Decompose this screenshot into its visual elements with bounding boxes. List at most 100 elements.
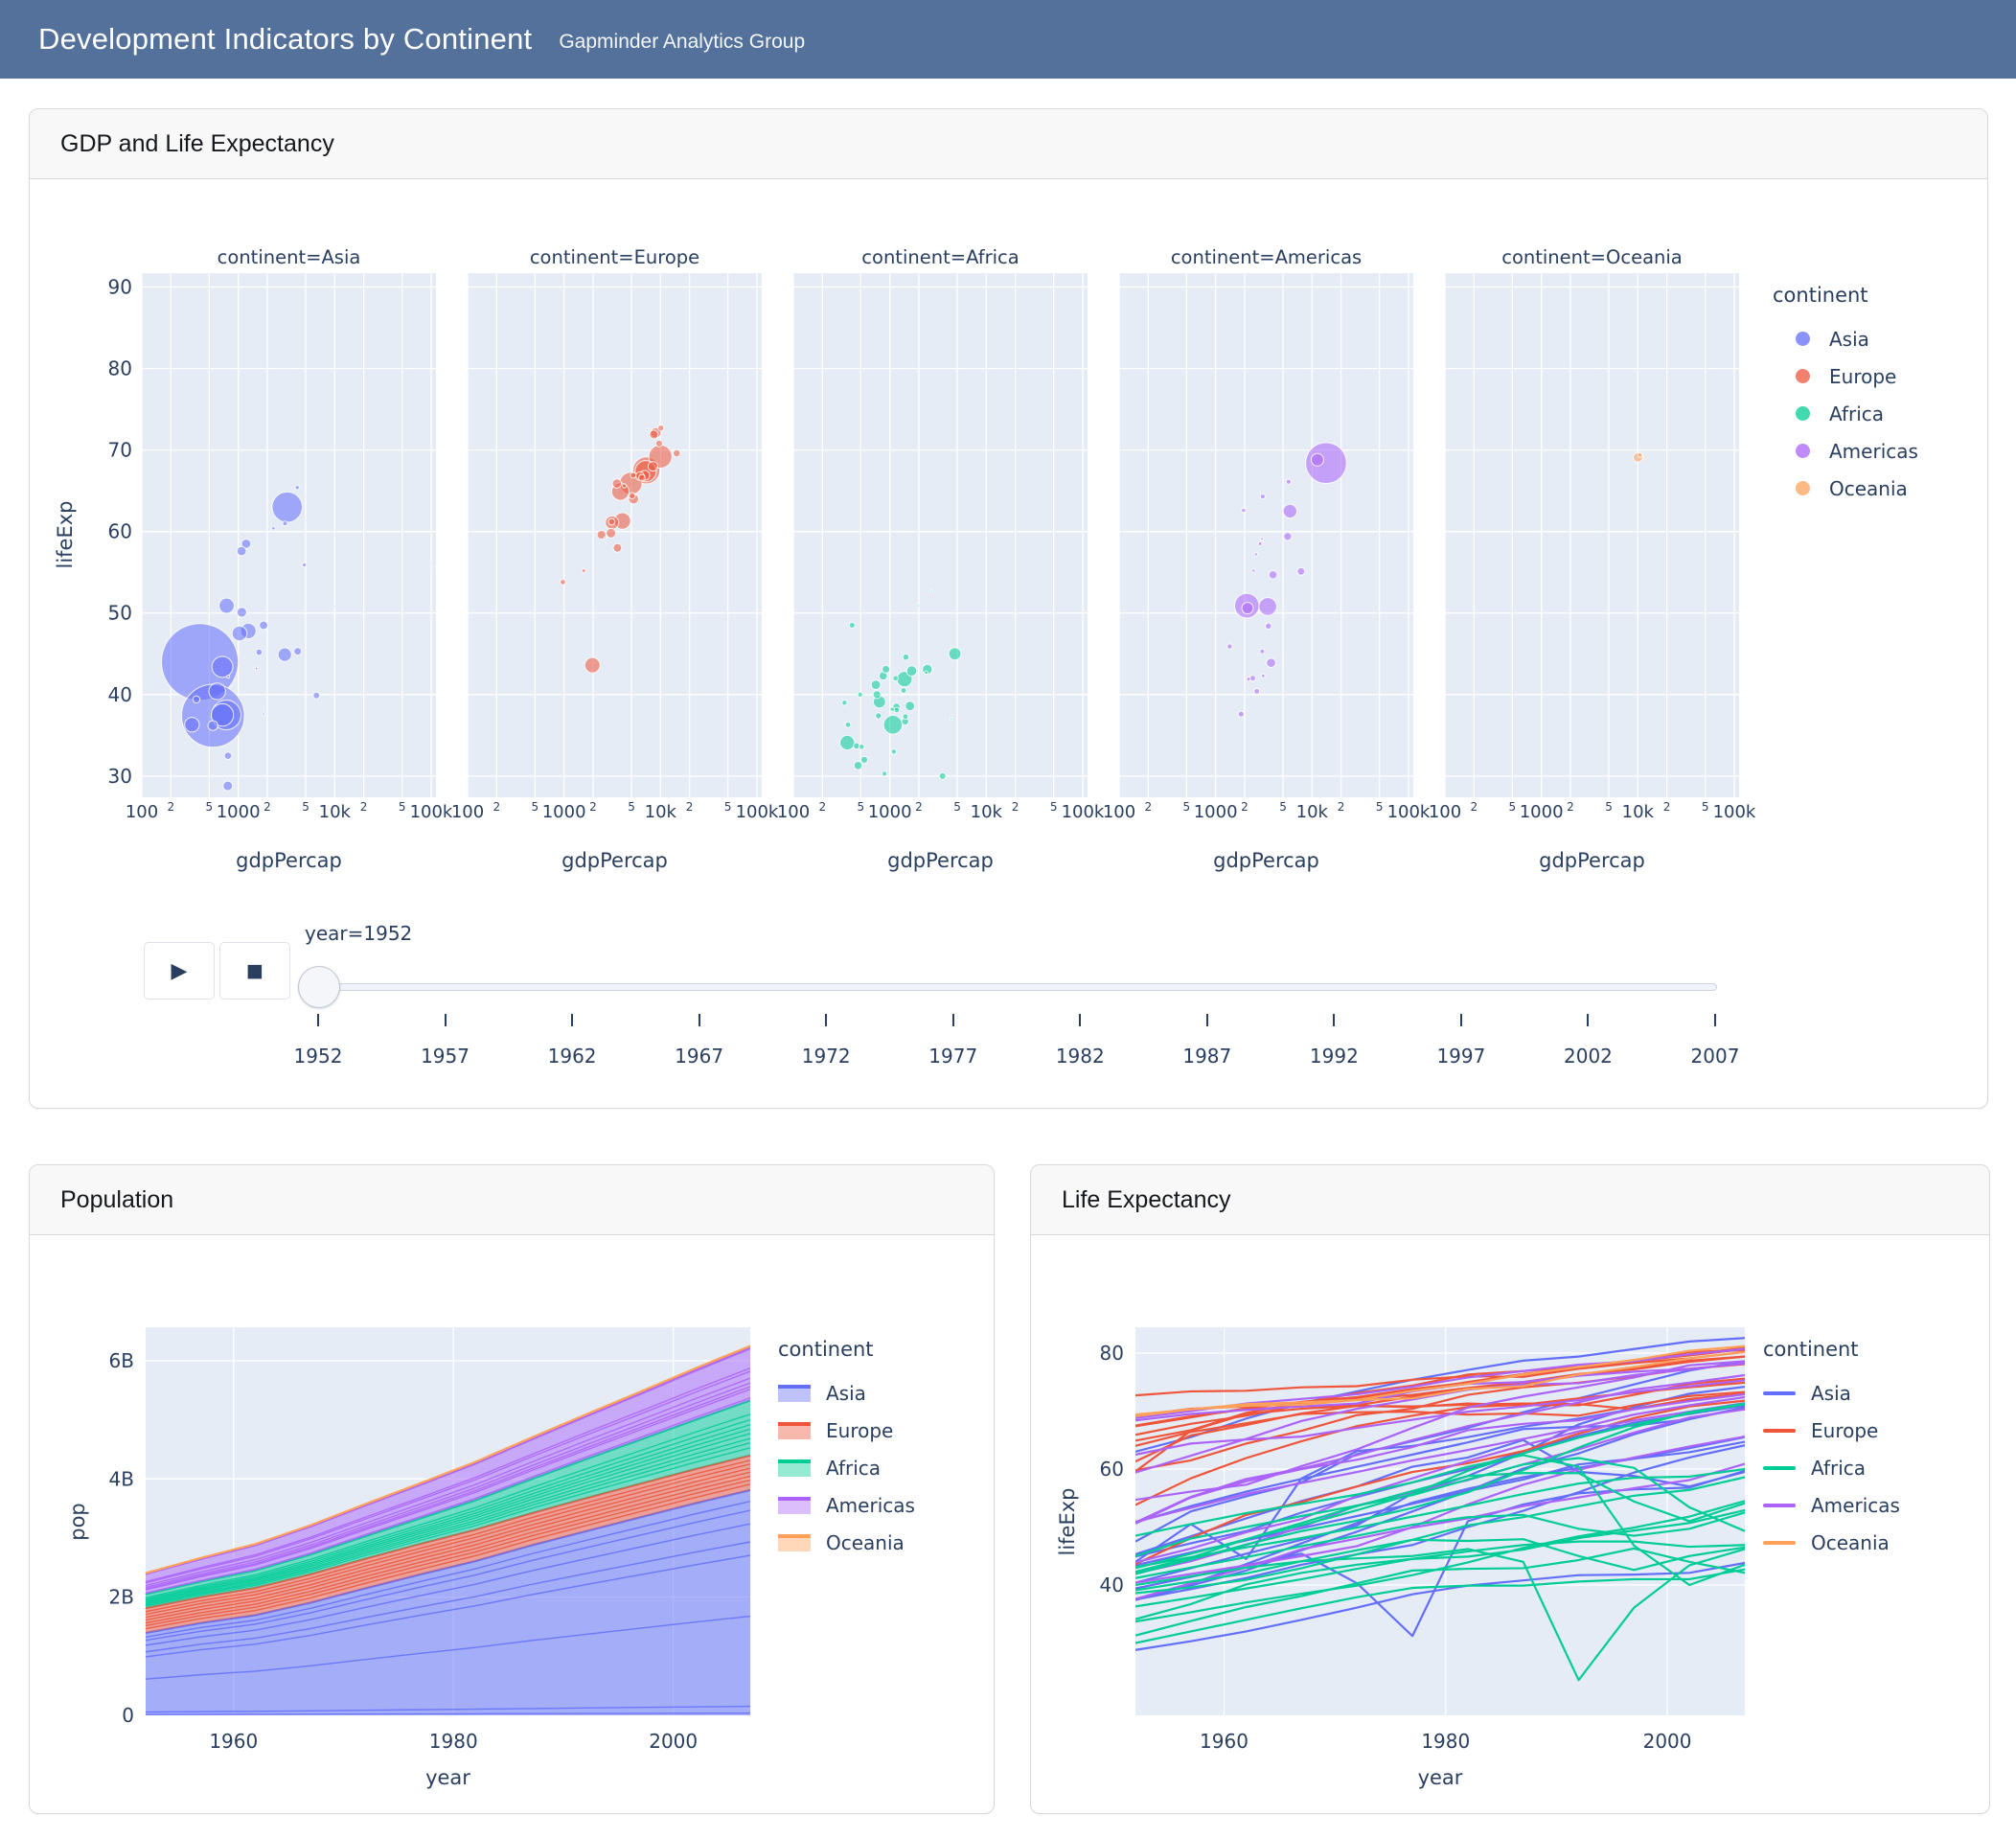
svg-text:5: 5: [1279, 800, 1287, 814]
legend-item-oceania[interactable]: Oceania: [778, 1524, 915, 1561]
svg-text:5: 5: [1376, 800, 1384, 814]
x-axis-title: gdpPercap: [236, 849, 342, 872]
legend-item-europe[interactable]: Europe: [778, 1412, 915, 1449]
year-slider-track[interactable]: [318, 983, 1717, 991]
legend-item-asia[interactable]: Asia: [1773, 320, 1918, 357]
line-afghanistan: [1135, 1561, 1745, 1651]
legend-item-americas[interactable]: Americas: [1763, 1486, 1900, 1524]
gdp-life-scatter-plot[interactable]: continent=Asia 100 1000 10k 100k 2 5 2 5 2 5 gdpPer…: [29, 177, 1987, 920]
legend-label: Oceania: [1811, 1530, 1890, 1554]
population-area-plot[interactable]: 0 2B 4B 6B 1960 1980 2000 pop year: [38, 1246, 987, 1806]
dot-swatch-asia: [1796, 332, 1810, 346]
facet-title: continent=Oceania: [1501, 246, 1683, 268]
facet-africa[interactable]: [792, 273, 1088, 797]
slider-tick-label-1957[interactable]: 1957: [421, 1045, 470, 1068]
line-egypt: [1135, 1402, 1745, 1575]
svg-text:1980: 1980: [1421, 1730, 1470, 1753]
line-new-zealand: [1135, 1350, 1745, 1416]
line-angola: [1135, 1568, 1745, 1644]
legend-item-americas[interactable]: Americas: [778, 1486, 915, 1524]
slider-tick-mark: [1714, 1014, 1716, 1026]
svg-text:5: 5: [399, 800, 406, 814]
svg-text:5: 5: [1605, 800, 1613, 814]
page-title: Development Indicators by Continent: [38, 22, 533, 56]
slider-tick-mark: [1205, 1014, 1208, 1026]
slider-tick-label-1952[interactable]: 1952: [293, 1045, 343, 1068]
area-band-americas: [146, 1346, 750, 1595]
svg-text:100: 100: [1103, 802, 1135, 822]
line-ethiopia: [1135, 1508, 1745, 1620]
x-axis-title: gdpPercap: [1539, 849, 1645, 872]
line-swatch-asia: [1763, 1390, 1796, 1395]
svg-text:2: 2: [818, 800, 826, 814]
facet-asia[interactable]: [141, 273, 436, 797]
line-congo-dem-rep-: [1135, 1538, 1745, 1592]
line-japan: [1135, 1337, 1745, 1453]
legend-item-europe[interactable]: Europe: [1763, 1412, 1900, 1449]
slider-tick-label-1987[interactable]: 1987: [1182, 1045, 1232, 1068]
legend-label: Americas: [1829, 439, 1918, 463]
legend-item-asia[interactable]: Asia: [778, 1374, 915, 1412]
facet-americas[interactable]: [1118, 273, 1413, 797]
slider-tick-mark: [317, 1014, 319, 1026]
slider-tick-mark: [951, 1014, 954, 1026]
card-lifeexp-title: Life Expectancy: [1062, 1185, 1231, 1213]
legend-item-asia[interactable]: Asia: [1763, 1374, 1900, 1412]
legend-item-africa[interactable]: Africa: [778, 1449, 915, 1486]
slider-tick-label-1962[interactable]: 1962: [547, 1045, 597, 1068]
slider-tick-label-2007[interactable]: 2007: [1690, 1045, 1740, 1068]
svg-text:100: 100: [126, 802, 158, 822]
slider-tick-label-2002[interactable]: 2002: [1564, 1045, 1613, 1068]
play-button[interactable]: ▶: [144, 942, 215, 999]
stop-button[interactable]: ■: [219, 942, 290, 999]
card-population-title: Population: [60, 1185, 174, 1213]
svg-text:100: 100: [777, 802, 810, 822]
lifeexp-legend: continent Asia Europe Africa Americas Oceania: [1763, 1338, 1900, 1561]
slider-year-label: year=1952: [305, 922, 413, 945]
legend-item-africa[interactable]: Africa: [1773, 395, 1918, 432]
legend-item-oceania[interactable]: Oceania: [1773, 470, 1918, 507]
facet-title: continent=Africa: [861, 246, 1019, 268]
svg-text:1000: 1000: [542, 802, 586, 822]
svg-text:50: 50: [108, 602, 132, 625]
svg-text:2: 2: [1338, 800, 1345, 814]
dot-swatch-africa: [1796, 406, 1810, 421]
svg-text:100: 100: [1429, 802, 1461, 822]
lifeexp-line-plot[interactable]: 40 60 80 1960 1980 2000 lifeExp year: [1040, 1246, 1988, 1806]
svg-text:2: 2: [1144, 800, 1152, 814]
svg-text:10k: 10k: [1296, 802, 1329, 822]
card-lifeexp-header: Life Expectancy: [1031, 1165, 1989, 1235]
legend-label: Asia: [1811, 1381, 1851, 1405]
y-axis-title: pop: [66, 1503, 89, 1541]
slider-tick-label-1972[interactable]: 1972: [801, 1045, 851, 1068]
population-legend: continent Asia Europe Africa Americas Oceania: [778, 1338, 915, 1561]
legend-label: Africa: [1811, 1456, 1867, 1480]
svg-text:5: 5: [206, 800, 214, 814]
svg-text:5: 5: [302, 800, 309, 814]
line-indonesia: [1135, 1406, 1745, 1601]
line-ghana: [1135, 1467, 1745, 1569]
legend-label: Americas: [826, 1493, 915, 1517]
line-tanzania: [1135, 1511, 1745, 1579]
slider-tick-label-1967[interactable]: 1967: [675, 1045, 724, 1068]
legend-title: continent: [1773, 284, 1868, 307]
svg-text:2: 2: [686, 800, 694, 814]
year-slider-handle[interactable]: [298, 966, 340, 1008]
legend-item-europe[interactable]: Europe: [1773, 357, 1918, 395]
legend-item-americas[interactable]: Americas: [1773, 432, 1918, 470]
slider-tick-label-1997[interactable]: 1997: [1436, 1045, 1486, 1068]
line-haiti: [1135, 1462, 1745, 1600]
x-axis-title: year: [425, 1766, 470, 1789]
facet-europe[interactable]: [467, 273, 762, 797]
legend-item-africa[interactable]: Africa: [1763, 1449, 1900, 1486]
slider-tick-label-1982[interactable]: 1982: [1055, 1045, 1105, 1068]
svg-text:10k: 10k: [1622, 802, 1655, 822]
x-axis-title: gdpPercap: [561, 849, 668, 872]
slider-tick-label-1992[interactable]: 1992: [1309, 1045, 1359, 1068]
legend-title: continent: [1763, 1338, 1859, 1361]
x-axis-title: gdpPercap: [1213, 849, 1319, 872]
facet-oceania[interactable]: [1444, 273, 1739, 797]
svg-text:1980: 1980: [429, 1730, 478, 1753]
legend-item-oceania[interactable]: Oceania: [1763, 1524, 1900, 1561]
slider-tick-label-1977[interactable]: 1977: [928, 1045, 978, 1068]
